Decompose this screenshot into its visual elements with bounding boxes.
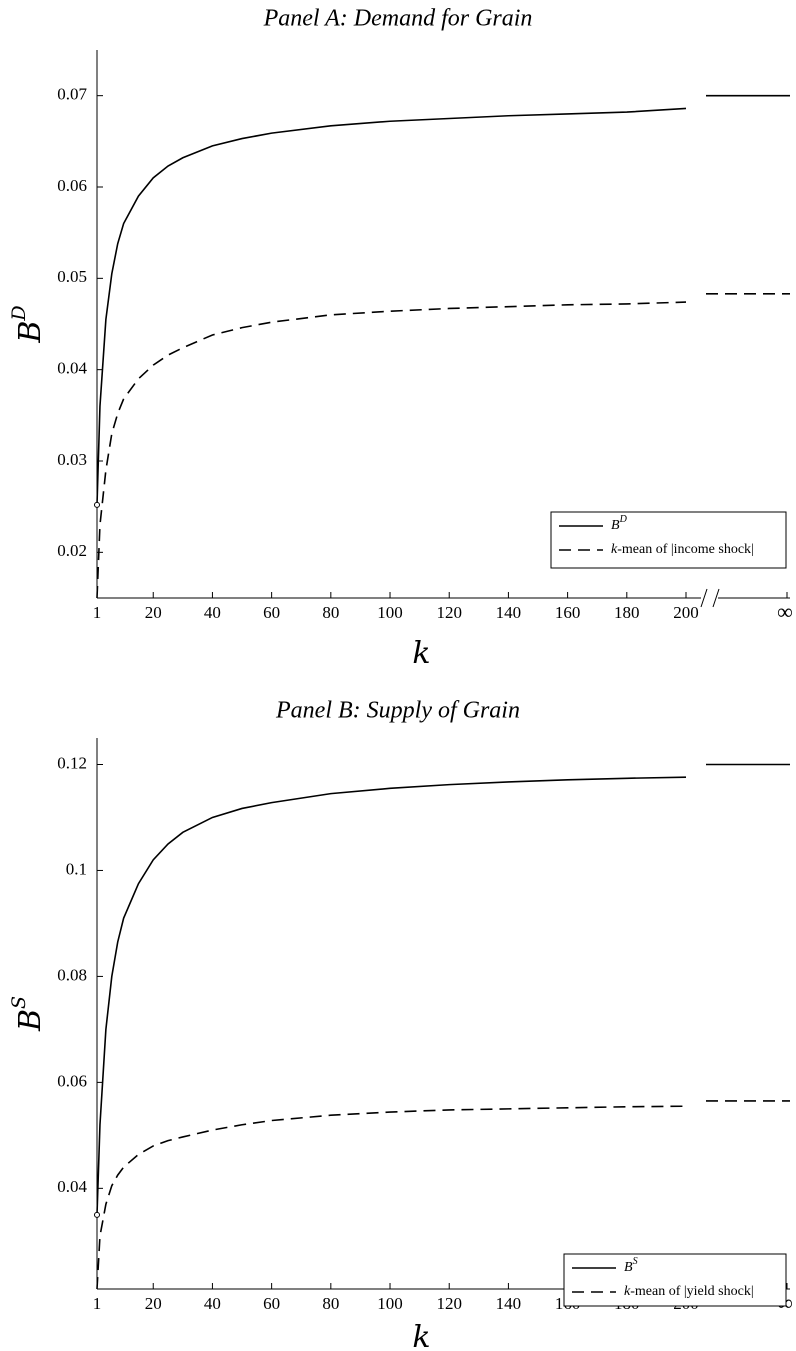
x-tick-label: 40: [204, 1294, 221, 1313]
legend-entry: BS: [624, 1256, 638, 1275]
panel-b: Panel B: Supply of Grain 0.04 0.06 0.08 0.1 0…: [8, 698, 793, 1351]
legend: BS k-mean of |yield shock|: [563, 1253, 787, 1307]
x-tick-label: 120: [436, 603, 462, 622]
x-tick-label: 80: [322, 1294, 339, 1313]
x-tick-label: 1: [93, 603, 102, 622]
legend: BD k-mean of |income shock|: [550, 511, 787, 569]
legend-entry: BD: [611, 514, 628, 533]
legend-box: [550, 511, 787, 569]
panel-title: Panel B: Supply of Grain: [275, 698, 520, 724]
x-tick-label: 120: [436, 1294, 462, 1313]
legend-entry: k-mean of |income shock|: [611, 542, 754, 557]
y-tick-label: 0.04: [57, 359, 87, 378]
y-tick-label: 0.06: [57, 1071, 87, 1090]
y-tick-label: 0.07: [57, 85, 87, 104]
x-tick-label: 180: [614, 603, 640, 622]
axis-break-mark: [700, 588, 708, 608]
y-axis-label: BS: [8, 996, 48, 1032]
x-tick-label: 20: [145, 1294, 162, 1313]
y-tick-label: 0.12: [57, 753, 87, 772]
x-tick-label: 40: [204, 603, 221, 622]
panel-a: Panel A: Demand for Grain 0.02 0.03 0.04 0.0…: [8, 6, 793, 672]
x-tick-label: 140: [496, 603, 522, 622]
x-tick-label-infinity: ∞: [777, 599, 793, 624]
x-tick-label: 60: [263, 603, 280, 622]
x-tick-label: 140: [496, 1294, 522, 1313]
x-tick-label: 60: [263, 1294, 280, 1313]
series-line: [96, 1105, 687, 1290]
legend-entry: k-mean of |yield shock|: [624, 1284, 754, 1299]
axis-break-mark: [712, 588, 720, 608]
x-tick-label: 20: [145, 603, 162, 622]
x-tick-label: 100: [377, 1294, 403, 1313]
y-tick-label: 0.08: [57, 965, 87, 984]
x-tick-label: 1: [93, 1294, 102, 1313]
x-axis-label: k: [412, 1320, 430, 1351]
y-tick-label: 0.03: [57, 450, 87, 469]
x-tick-label: 80: [322, 603, 339, 622]
series-k-mean: [96, 1100, 790, 1290]
series-b: [94, 763, 790, 1218]
series-k-mean: [96, 293, 790, 599]
y-axis-label: BD: [8, 305, 48, 343]
panel-title: Panel A: Demand for Grain: [263, 6, 533, 32]
x-tick-label: 100: [377, 603, 403, 622]
x-axis-label: k: [412, 636, 430, 671]
series-line: [96, 776, 687, 1215]
x-tick-label: 200: [673, 603, 699, 622]
series-line: [96, 107, 687, 505]
y-tick-label: 0.02: [57, 541, 87, 560]
y-tick-label: 0.05: [57, 267, 87, 286]
series-b: [94, 94, 790, 508]
series-start-marker: [94, 501, 100, 508]
x-tick-label: 160: [555, 603, 581, 622]
y-tick-label: 0.1: [66, 859, 87, 878]
y-tick-label: 0.04: [57, 1177, 87, 1196]
y-tick-label: 0.06: [57, 176, 87, 195]
legend-box: [563, 1253, 787, 1307]
series-start-marker: [94, 1211, 100, 1218]
